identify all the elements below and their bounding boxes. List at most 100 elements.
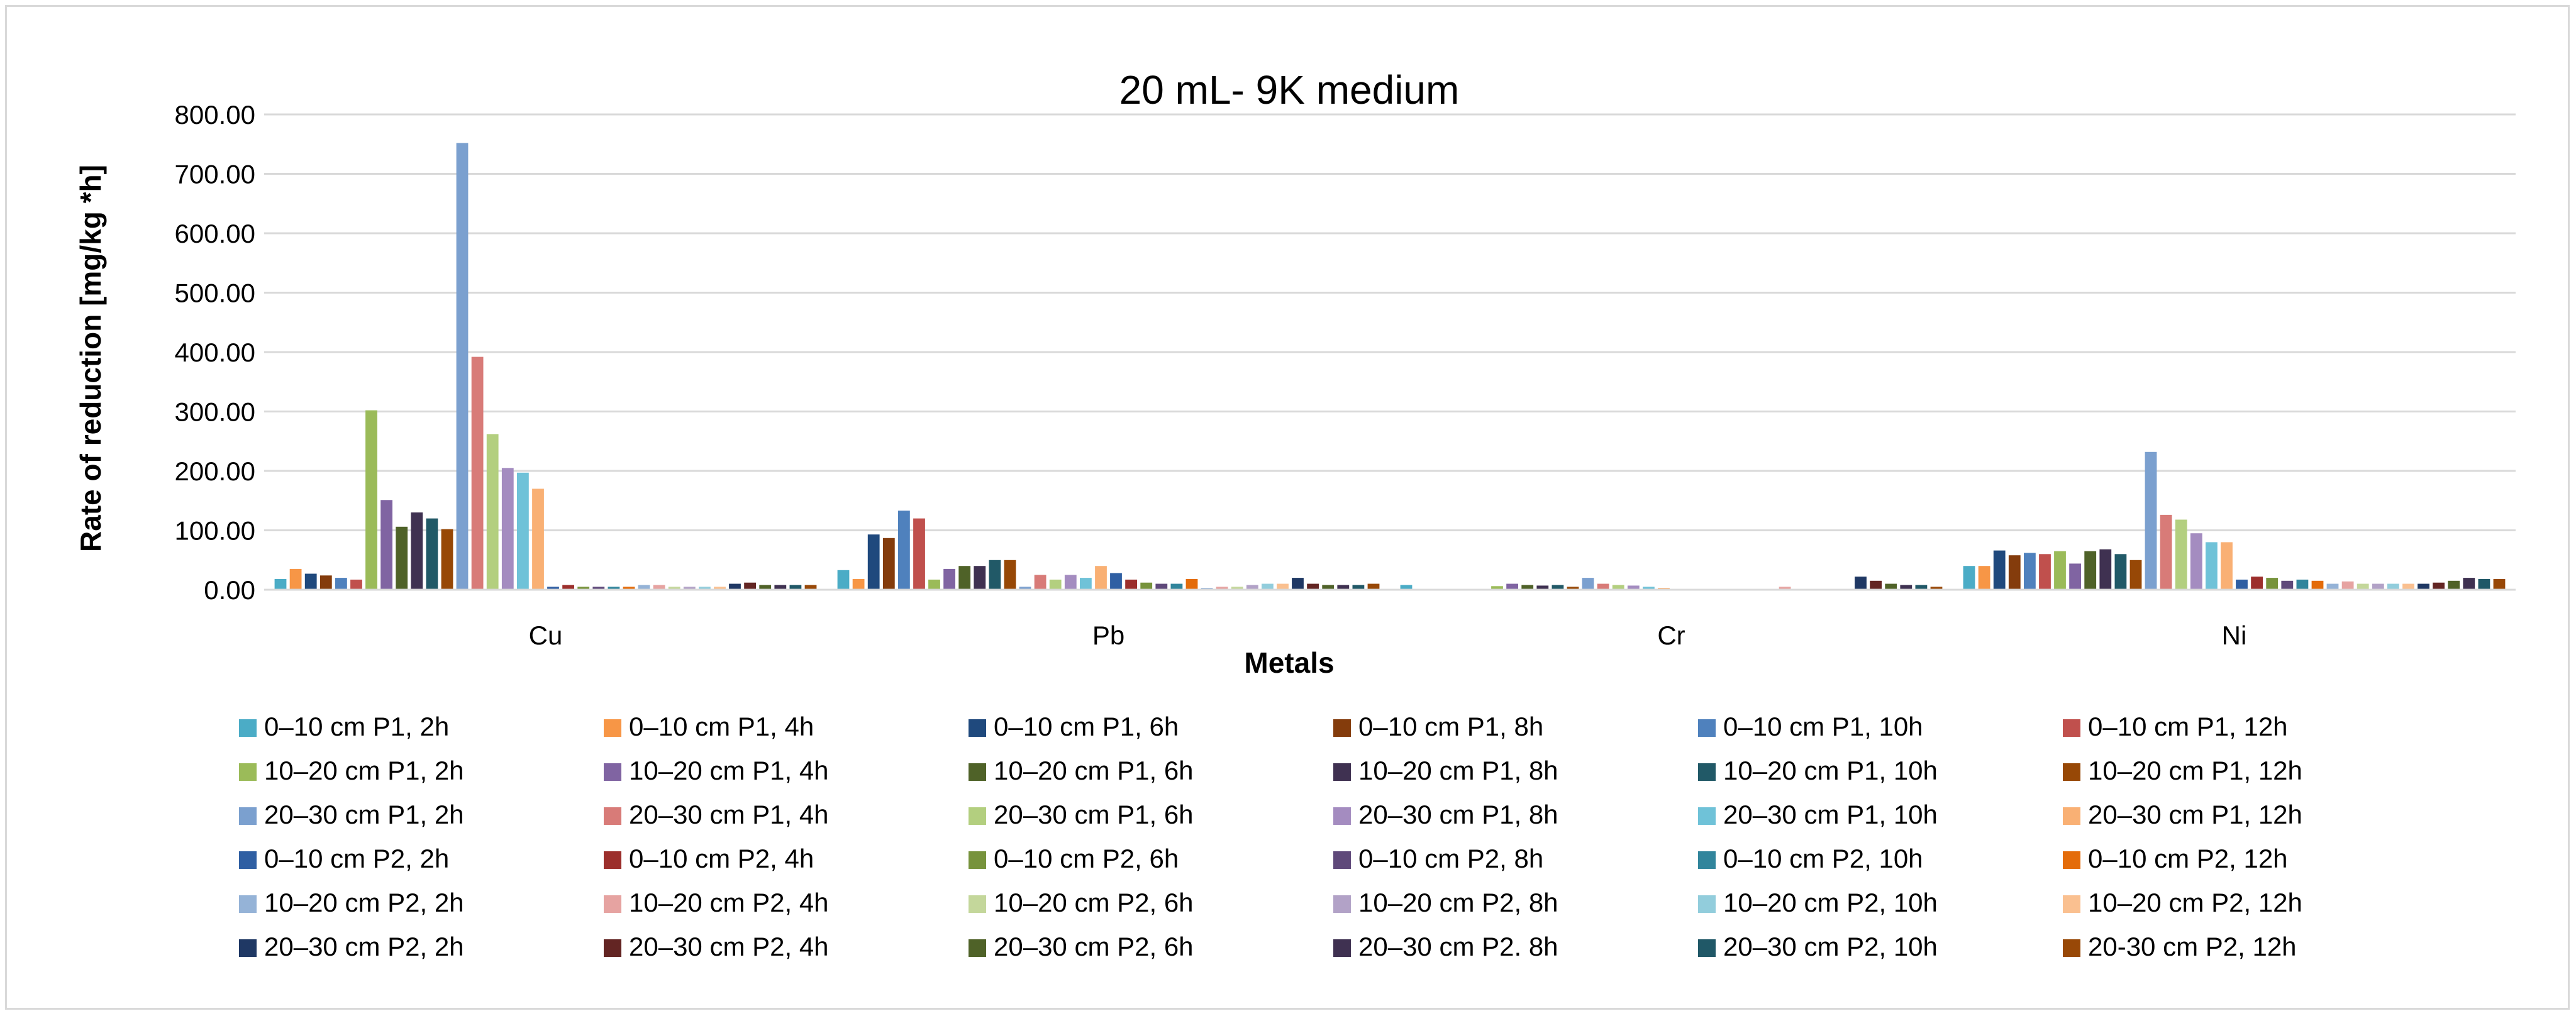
y-tick-label: 0.00 (204, 575, 255, 605)
bar (2433, 582, 2445, 590)
bar (365, 410, 377, 590)
legend-label: 0–10 cm P1, 8h (1358, 712, 1543, 741)
x-axis-categories: Cu Pb Cr Ni (529, 621, 2247, 650)
legend-label: 20–30 cm P2, 10h (1723, 932, 1938, 961)
bar (2478, 579, 2490, 590)
legend-label: 10–20 cm P1, 10h (1723, 756, 1938, 785)
bar (759, 585, 772, 590)
bar (1400, 585, 1413, 590)
bar (2251, 577, 2263, 590)
bar (2402, 583, 2414, 590)
bar (2039, 554, 2051, 590)
legend-swatch (604, 851, 621, 869)
bar (608, 587, 620, 590)
y-tick-label: 700.00 (175, 160, 255, 189)
bar (2099, 549, 2112, 590)
legend-label: 0–10 cm P1, 10h (1723, 712, 1923, 741)
legend-swatch (604, 939, 621, 957)
bar (2418, 583, 2429, 590)
bar (532, 489, 544, 590)
bar (1506, 583, 1518, 590)
bar (426, 518, 438, 590)
bar (1110, 573, 1122, 590)
bar (989, 560, 1001, 590)
bar (1292, 578, 1304, 590)
bar (380, 500, 392, 590)
bar (1064, 575, 1077, 590)
bar (1627, 585, 1640, 590)
legend-swatch (1333, 719, 1351, 737)
bar (958, 566, 971, 590)
bar (2190, 533, 2202, 590)
bar (471, 356, 484, 590)
bar (1246, 585, 1258, 590)
legend-label: 20–30 cm P1, 4h (629, 800, 829, 829)
legend-swatch (969, 851, 986, 869)
legend-label: 10–20 cm P1, 12h (2088, 756, 2302, 785)
bar (774, 585, 787, 590)
bar (335, 578, 347, 590)
bar (517, 472, 529, 590)
bar (898, 511, 910, 590)
legend-label: 20–30 cm P1, 6h (994, 800, 1194, 829)
legend-swatch (2063, 807, 2080, 825)
bar (1582, 578, 1594, 590)
bar (913, 518, 925, 590)
chart-frame (5, 5, 2570, 1010)
legend-label: 10–20 cm P1, 6h (994, 756, 1194, 785)
bar (1170, 583, 1183, 590)
y-tick-label: 200.00 (175, 456, 255, 486)
bar (1491, 586, 1503, 590)
legend-swatch (604, 895, 621, 913)
bar (653, 585, 665, 590)
bar (304, 573, 317, 590)
legend-swatch (1698, 719, 1716, 737)
bar (1322, 585, 1335, 590)
bar (1567, 587, 1579, 590)
bar (1307, 583, 1319, 590)
bar (789, 585, 802, 590)
legend-swatch (239, 763, 257, 781)
bar (714, 587, 726, 590)
bar (319, 575, 332, 590)
bar (729, 583, 741, 590)
y-axis-ticks: 0.00 100.00 200.00 300.00 400.00 500.00 600.00… (175, 100, 255, 605)
legend-label: 0–10 cm P2, 6h (994, 844, 1179, 873)
legend-label: 20-30 cm P2, 12h (2088, 932, 2297, 961)
bar (2266, 578, 2279, 590)
legend-label: 20–30 cm P2. 8h (1358, 932, 1558, 961)
y-tick-label: 800.00 (175, 100, 255, 130)
bar (1277, 583, 1289, 590)
bar (744, 582, 756, 590)
bar (547, 587, 559, 590)
bar (2145, 451, 2157, 590)
bar (2160, 514, 2172, 590)
chart-title: 20 mL- 9K medium (1119, 67, 1460, 113)
legend-label: 20–30 cm P2, 6h (994, 932, 1194, 961)
legend-label: 20–30 cm P2, 2h (264, 932, 464, 961)
bar (928, 579, 940, 590)
legend-swatch (239, 719, 257, 737)
legend-label: 0–10 cm P1, 4h (629, 712, 814, 741)
bar (852, 579, 865, 590)
legend-label: 0–10 cm P2, 4h (629, 844, 814, 873)
bar (592, 587, 605, 590)
legend-swatch (1333, 939, 1351, 957)
bar (2326, 583, 2339, 590)
bar (1262, 583, 1274, 590)
legend-swatch (969, 719, 986, 737)
bar (2069, 563, 2081, 590)
legend-swatch (604, 807, 621, 825)
legend-swatch (2063, 719, 2080, 737)
legend-swatch (239, 895, 257, 913)
x-category-label: Cu (529, 621, 563, 650)
legend-label: 10–20 cm P2, 8h (1358, 888, 1558, 917)
legend-swatch (1698, 807, 1716, 825)
legend-swatch (604, 763, 621, 781)
bar (1367, 583, 1380, 590)
bar (943, 568, 955, 590)
bar (2357, 583, 2369, 590)
legend-swatch (1698, 939, 1716, 957)
bar (1643, 587, 1655, 590)
legend-swatch (239, 807, 257, 825)
